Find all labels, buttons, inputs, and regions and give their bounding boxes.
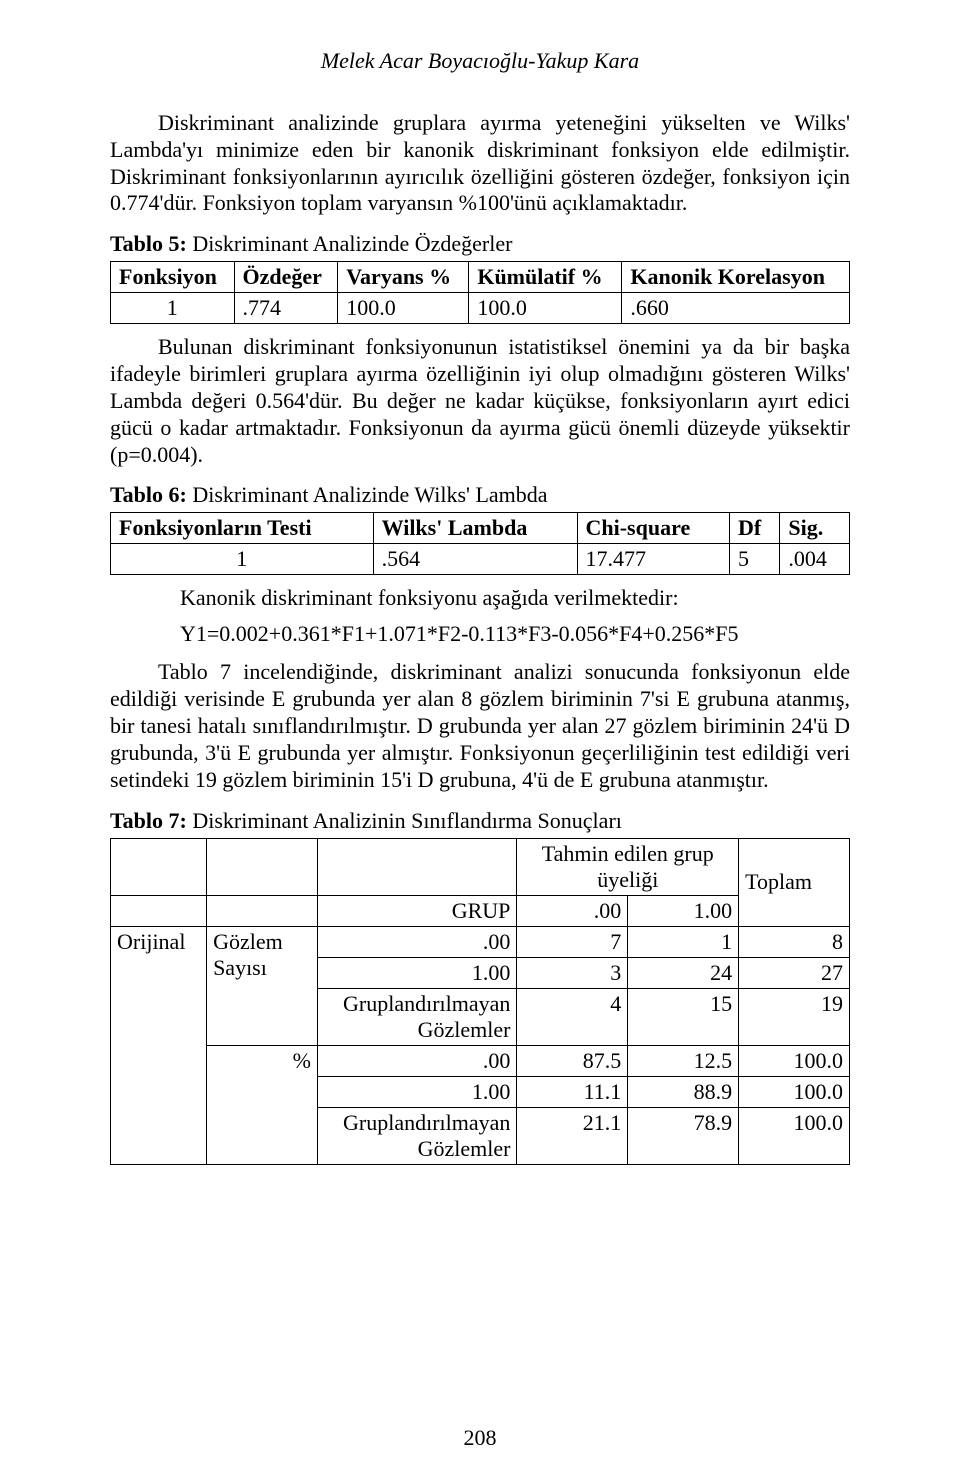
t7-orijinal: Orijinal — [111, 926, 207, 1164]
t7-c0-t: 8 — [739, 926, 850, 957]
t7-p0-t: 100.0 — [739, 1045, 850, 1076]
table6-c0: 1 — [111, 544, 374, 575]
t7-p0-a: 87.5 — [517, 1045, 628, 1076]
t7-c2-a: 4 — [517, 988, 628, 1045]
table-row: 1 .774 100.0 100.0 .660 — [111, 293, 850, 324]
table7-caption: Tablo 7: Diskriminant Analizinin Sınıfla… — [110, 808, 850, 834]
table6-h3: Df — [730, 513, 780, 544]
table6-c1: .564 — [373, 544, 577, 575]
paragraph-1: Diskriminant analizinde gruplara ayırma … — [110, 110, 850, 217]
t7-c1-b: 24 — [628, 957, 739, 988]
table5-caption-rest: Diskriminant Analizinde Özdeğerler — [187, 231, 513, 256]
t7-c0-b: 1 — [628, 926, 739, 957]
t7-p2-grp: Gruplandırılmayan Gözlemler — [317, 1107, 517, 1164]
kanonik-line: Kanonik diskriminant fonksiyonu aşağıda … — [110, 585, 850, 611]
table-row: Fonksiyonların Testi Wilks' Lambda Chi-s… — [111, 513, 850, 544]
table5-h4: Kanonik Korelasyon — [622, 262, 850, 293]
t7-head-tahmin: Tahmin edilen grup üyeliği — [517, 838, 739, 895]
table6-h1: Wilks' Lambda — [373, 513, 577, 544]
table5: Fonksiyon Özdeğer Varyans % Kümülatif % … — [110, 261, 850, 324]
table-row: Fonksiyon Özdeğer Varyans % Kümülatif % … — [111, 262, 850, 293]
table7-caption-rest: Diskriminant Analizinin Sınıflandırma So… — [187, 808, 622, 833]
table7: Tahmin edilen grup üyeliği Toplam GRUP .… — [110, 838, 850, 1165]
table6-c4: .004 — [780, 544, 850, 575]
table-row: Tahmin edilen grup üyeliği Toplam — [111, 838, 850, 895]
t7-c1-t: 27 — [739, 957, 850, 988]
t7-p2-a: 21.1 — [517, 1107, 628, 1164]
t7-p1-b: 88.9 — [628, 1076, 739, 1107]
t7-g100: 1.00 — [628, 895, 739, 926]
t7-p1-grp: 1.00 — [317, 1076, 517, 1107]
t7-c2-grp: Gruplandırılmayan Gözlemler — [317, 988, 517, 1045]
table6-h4: Sig. — [780, 513, 850, 544]
table5-c1: .774 — [234, 293, 338, 324]
table6-c3: 5 — [730, 544, 780, 575]
page-number: 208 — [0, 1425, 960, 1451]
t7-c1-grp: 1.00 — [317, 957, 517, 988]
table7-caption-lead: Tablo 7: — [110, 808, 187, 833]
table6: Fonksiyonların Testi Wilks' Lambda Chi-s… — [110, 512, 850, 575]
table5-h3: Kümülatif % — [469, 262, 622, 293]
t7-p0-b: 12.5 — [628, 1045, 739, 1076]
page: Melek Acar Boyacıoğlu-Yakup Kara Diskrim… — [0, 0, 960, 1473]
t7-head-toplam: Toplam — [739, 838, 850, 926]
t7-p2-t: 100.0 — [739, 1107, 850, 1164]
table-row: Orijinal Gözlem Sayısı .00 7 1 8 — [111, 926, 850, 957]
paragraph-3: Tablo 7 incelendiğinde, diskriminant ana… — [110, 659, 850, 793]
t7-c2-b: 15 — [628, 988, 739, 1045]
table6-h0: Fonksiyonların Testi — [111, 513, 374, 544]
t7-p1-a: 11.1 — [517, 1076, 628, 1107]
table6-caption-lead: Tablo 6: — [110, 482, 187, 507]
t7-gozlem: Gözlem Sayısı — [207, 926, 318, 1045]
t7-p2-b: 78.9 — [628, 1107, 739, 1164]
t7-grup-label: GRUP — [317, 895, 517, 926]
table5-caption: Tablo 5: Diskriminant Analizinde Özdeğer… — [110, 231, 850, 257]
t7-c0-grp: .00 — [317, 926, 517, 957]
table-row: 1 .564 17.477 5 .004 — [111, 544, 850, 575]
running-head: Melek Acar Boyacıoğlu-Yakup Kara — [110, 48, 850, 74]
t7-c1-a: 3 — [517, 957, 628, 988]
table5-h2: Varyans % — [338, 262, 469, 293]
t7-c0-a: 7 — [517, 926, 628, 957]
formula-line: Y1=0.002+0.361*F1+1.071*F2-0.113*F3-0.05… — [110, 621, 850, 647]
table5-c0: 1 — [111, 293, 235, 324]
table5-h0: Fonksiyon — [111, 262, 235, 293]
table5-h1: Özdeğer — [234, 262, 338, 293]
table6-caption-rest: Diskriminant Analizinde Wilks' Lambda — [187, 482, 548, 507]
table6-h2: Chi-square — [577, 513, 730, 544]
table5-caption-lead: Tablo 5: — [110, 231, 187, 256]
t7-g00: .00 — [517, 895, 628, 926]
t7-p1-t: 100.0 — [739, 1076, 850, 1107]
table6-caption: Tablo 6: Diskriminant Analizinde Wilks' … — [110, 482, 850, 508]
t7-c2-t: 19 — [739, 988, 850, 1045]
table5-c4: .660 — [622, 293, 850, 324]
table5-c2: 100.0 — [338, 293, 469, 324]
table-row: % .00 87.5 12.5 100.0 — [111, 1045, 850, 1076]
paragraph-2: Bulunan diskriminant fonksiyonunun istat… — [110, 334, 850, 468]
t7-pct-label: % — [207, 1045, 318, 1164]
t7-p0-grp: .00 — [317, 1045, 517, 1076]
table6-c2: 17.477 — [577, 544, 730, 575]
table5-c3: 100.0 — [469, 293, 622, 324]
